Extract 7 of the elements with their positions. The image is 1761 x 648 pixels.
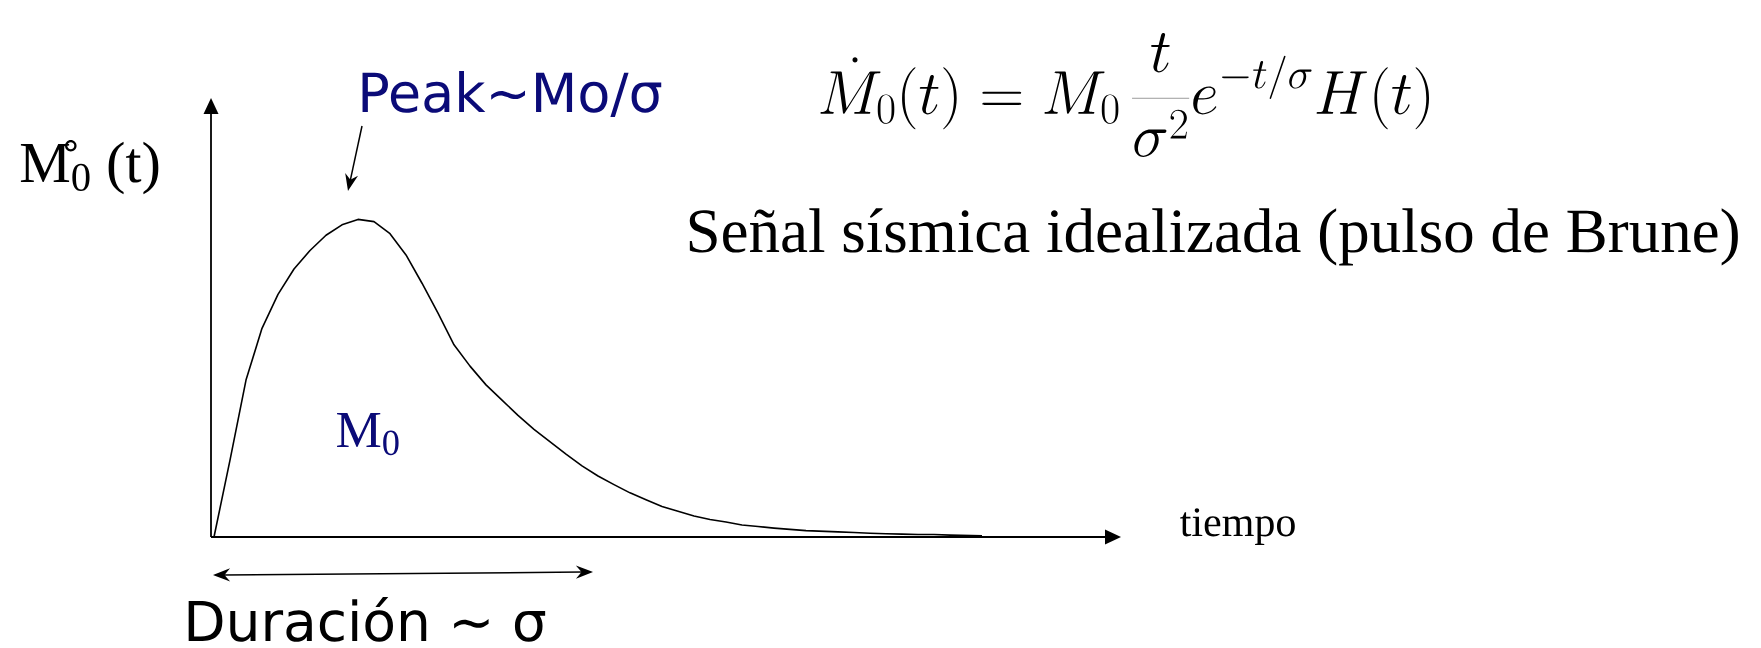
annotation: M$_{0}$: [337, 412, 399, 456]
y-axis-title: M̊$_{0}$ (t): [20, 140, 159, 195]
text: Señal sísmica idealizada (pulso de Brune): [689, 208, 1738, 266]
text: Duración ~ σ: [188, 597, 546, 642]
x-axis-title: tiempo: [1180, 508, 1295, 545]
text: $\dot{M}_{0}(t)=M_{0}\,\frac{t}{\sigma^{2}}e^{-t/\sigma}H(t)$: [820, 33, 1430, 157]
text: Peak~Mo/σ: [362, 70, 662, 118]
